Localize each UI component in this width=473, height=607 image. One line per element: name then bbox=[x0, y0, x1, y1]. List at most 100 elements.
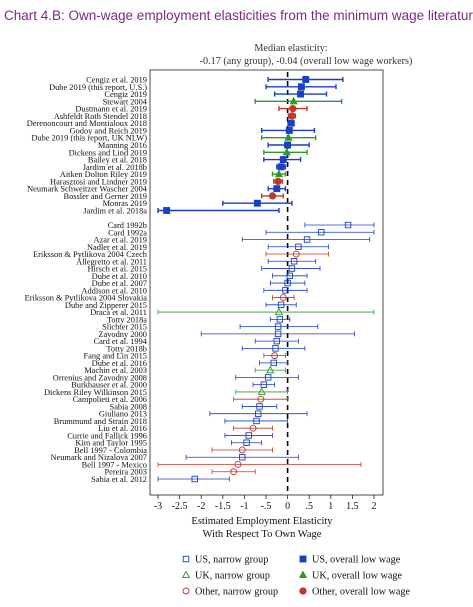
study-row: Bell 1997 - Mexico bbox=[82, 460, 362, 469]
study-label: Bell 1997 - Colombia bbox=[74, 446, 147, 455]
study-row: Totty 2018a bbox=[107, 315, 291, 324]
study-label: Sabia 2008 bbox=[110, 402, 147, 411]
study-row: Dube et al. 2007 bbox=[92, 279, 306, 288]
point-estimate bbox=[239, 454, 246, 461]
point-estimate bbox=[268, 192, 277, 200]
study-label: Dube et al. 2010 bbox=[92, 272, 147, 281]
study-row: Bell 1997 - Colombia bbox=[74, 446, 273, 455]
x-axis-title-line1: Estimated Employment Elasticity bbox=[191, 516, 333, 527]
point-estimate bbox=[234, 461, 242, 468]
legend-label: Other, overall low wage bbox=[312, 587, 411, 598]
study-label: Azar et al. 2019 bbox=[94, 236, 148, 245]
study-row: Machin et al. 2003 bbox=[84, 365, 286, 375]
point-estimate bbox=[279, 294, 287, 302]
study-label: Neumark and Nizalova 2007 bbox=[50, 453, 147, 462]
study-label: Cengiz et al. 2019 bbox=[86, 76, 147, 85]
study-row: Cengiz 2019 bbox=[104, 90, 328, 99]
study-row: Stewart 2004 bbox=[103, 96, 343, 106]
point-estimate bbox=[273, 337, 280, 345]
study-row: Draca et al. 2011 bbox=[90, 307, 375, 317]
study-row: Dube 2019 (this report, UK NLW) bbox=[31, 133, 317, 143]
point-estimate bbox=[260, 381, 268, 388]
point-estimate bbox=[272, 345, 279, 352]
legend-item: US, narrow group bbox=[182, 555, 268, 566]
point-estimate bbox=[238, 446, 246, 454]
study-label: Jardim et al. 2018b bbox=[83, 163, 147, 172]
x-axis: -3 -2.5 -2 -1.5 -1 -.5 0 .5 1 1.5 2 bbox=[154, 495, 377, 512]
legend-label: US, overall low wage bbox=[312, 555, 401, 566]
point-estimate bbox=[288, 112, 296, 120]
study-row: Giuliano 2013 bbox=[99, 410, 308, 419]
study-row: Aitken Dolton Riley 2019 bbox=[60, 169, 287, 179]
point-estimate bbox=[253, 417, 260, 425]
point-estimate bbox=[249, 424, 257, 432]
study-label: Bailey et al. 2018 bbox=[88, 156, 147, 165]
legend-item: US, overall low wage bbox=[299, 555, 401, 566]
point-estimate bbox=[292, 250, 300, 258]
legend-marker bbox=[182, 555, 190, 563]
study-row: Kim and Taylor 1995 bbox=[75, 439, 263, 448]
study-row: Orrenius and Zavodny 2008 bbox=[53, 373, 299, 382]
point-estimate bbox=[274, 177, 282, 186]
point-estimate bbox=[284, 133, 293, 141]
study-label: Burkhauser et al. 2000 bbox=[71, 381, 147, 390]
study-row: Sabia et al. 2012 bbox=[91, 475, 230, 484]
x-tick-label: 1.5 bbox=[346, 501, 359, 512]
point-estimate bbox=[255, 410, 262, 417]
study-label: Card 1992a bbox=[108, 228, 147, 237]
study-label: Totty 2018b bbox=[106, 344, 147, 353]
point-estimate bbox=[271, 352, 279, 360]
study-label: Dustmann et al. 2019 bbox=[75, 105, 147, 114]
study-label: Neumark Schweitzer Wascher 2004 bbox=[27, 185, 148, 194]
study-row: Eriksson & Pytlikova 2004 Slovakia bbox=[25, 294, 295, 303]
study-label: Jardim et al. 2018a bbox=[83, 207, 147, 216]
point-estimate bbox=[257, 395, 265, 403]
study-row: Slichter 2015 bbox=[102, 323, 319, 332]
legend-label: Other, narrow group bbox=[195, 587, 278, 598]
point-estimate bbox=[318, 229, 325, 236]
point-estimate bbox=[253, 199, 261, 207]
study-row: Brummund and Strain 2018 bbox=[54, 417, 289, 426]
study-row: Fang and Lin 2015 bbox=[83, 352, 286, 361]
legend-marker bbox=[299, 555, 307, 563]
study-label: Giuliano 2013 bbox=[99, 410, 147, 419]
study-row: Cengiz et al. 2019 bbox=[86, 76, 344, 85]
study-row: Liu et al. 2016 bbox=[98, 424, 273, 433]
study-row: Derenoncourt and Montialoux 2018 bbox=[27, 119, 295, 128]
study-label: Kim and Taylor 1995 bbox=[75, 439, 147, 448]
study-row: Azar et al. 2019 bbox=[94, 236, 371, 245]
point-estimate bbox=[270, 359, 277, 367]
study-label: Orrenius and Zavodny 2008 bbox=[53, 373, 147, 382]
point-estimate bbox=[277, 301, 285, 309]
point-estimate bbox=[286, 272, 293, 279]
study-label: Godoy and Reich 2019 bbox=[70, 126, 147, 135]
point-estimate bbox=[277, 163, 285, 171]
point-estimate bbox=[302, 76, 310, 83]
point-estimate bbox=[287, 119, 295, 127]
study-label: Zavodny 2000 bbox=[98, 330, 147, 339]
point-estimate bbox=[245, 432, 252, 439]
study-label: Monras 2019 bbox=[103, 199, 147, 208]
chart-title: Chart 4.B: Own-wage employment elasticit… bbox=[4, 8, 473, 23]
legend-item: UK, narrow group bbox=[181, 570, 270, 582]
median-label-line2: -0.17 (any group), -0.04 (overall low wa… bbox=[200, 56, 413, 67]
study-label: Ashfeldt Roth Stendel 2018 bbox=[54, 112, 147, 121]
study-row: Sabia 2008 bbox=[110, 402, 278, 411]
study-row: Bailey et al. 2018 bbox=[88, 156, 302, 165]
study-label: Dube et al. 2007 bbox=[92, 279, 147, 288]
study-label: Cengiz 2019 bbox=[104, 90, 147, 99]
legend-item: UK, overall low wage bbox=[298, 570, 402, 582]
x-tick-label: -3 bbox=[154, 501, 162, 512]
study-label: Card et al. 1994 bbox=[94, 337, 148, 346]
point-estimate bbox=[295, 243, 302, 250]
median-label-line1: Median elasticity: bbox=[254, 43, 327, 54]
point-estimate bbox=[290, 258, 298, 265]
study-label: Draca et al. 2011 bbox=[90, 308, 147, 317]
study-label: Bossler and Gerner 2019 bbox=[64, 192, 148, 201]
legend-marker bbox=[299, 587, 307, 595]
study-label: Totty 2018a bbox=[107, 315, 147, 324]
study-row: Dube 2019 (this report, U.S.) bbox=[49, 83, 337, 92]
study-row: Monras 2019 bbox=[103, 199, 293, 208]
x-tick-label: -2 bbox=[197, 501, 205, 512]
